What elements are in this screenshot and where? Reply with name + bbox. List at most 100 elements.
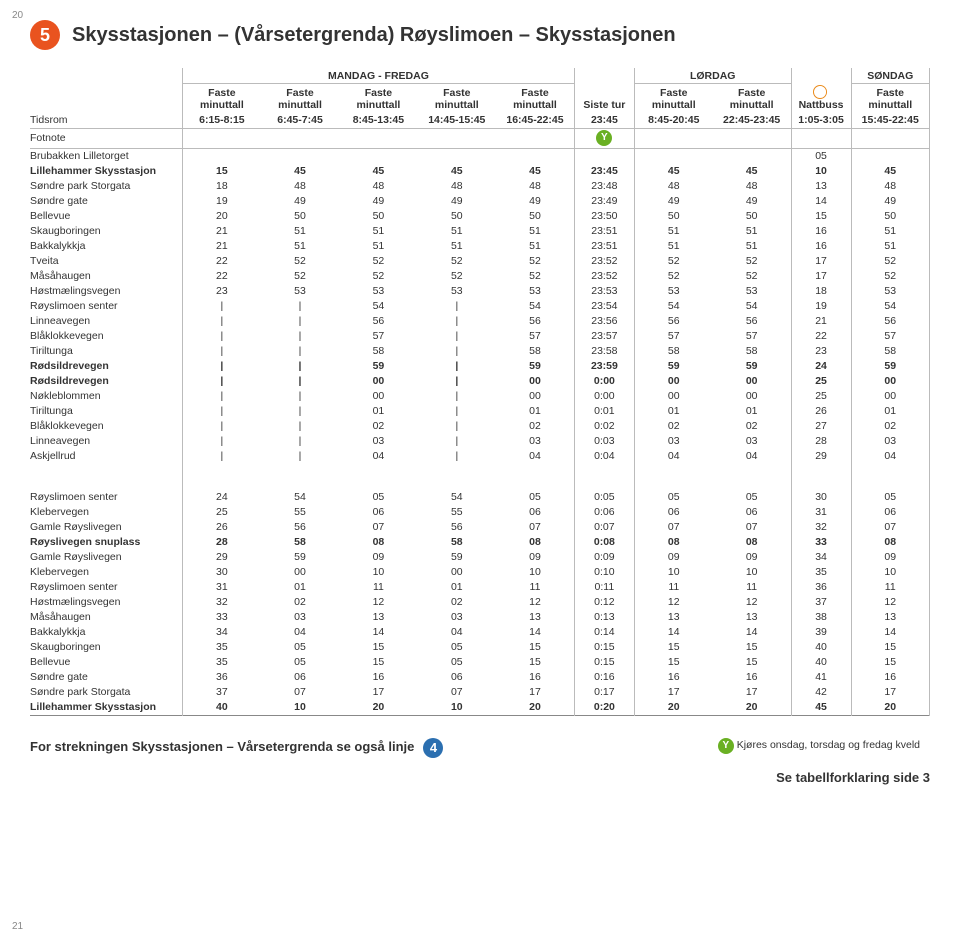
time-cell: 23:52 — [574, 254, 634, 269]
time-cell: 14 — [851, 625, 930, 640]
time-cell: 45 — [713, 164, 791, 179]
time-cell: 02 — [851, 419, 930, 434]
time-cell: 14 — [339, 625, 417, 640]
table-row: Søndre park Storgata37071707170:17171742… — [30, 685, 930, 700]
time-cell: 32 — [791, 520, 851, 535]
table-row: Rødsildrevegen||59|5923:5959592459 — [30, 359, 930, 374]
time-cell — [339, 148, 417, 164]
time-cell — [851, 148, 930, 164]
time-cell: 12 — [339, 595, 417, 610]
stop-name: Bakkalykkja — [30, 239, 182, 254]
time-cell: 56 — [496, 314, 574, 329]
time-cell: 52 — [339, 254, 417, 269]
time-cell: 45 — [851, 164, 930, 179]
stop-name: Blåklokkevegen — [30, 419, 182, 434]
time-cell: 17 — [851, 685, 930, 700]
time-cell: 41 — [791, 670, 851, 685]
time-cell: 20 — [339, 700, 417, 716]
time-cell: 13 — [851, 610, 930, 625]
time-cell: 53 — [339, 284, 417, 299]
time-cell: 49 — [851, 194, 930, 209]
time-cell: | — [182, 404, 260, 419]
time-cell: 0:09 — [574, 550, 634, 565]
time-cell: 15 — [791, 209, 851, 224]
time-cell: 15 — [851, 640, 930, 655]
time-cell: 50 — [418, 209, 496, 224]
table-row: Blåklokkevegen||57|5723:5757572257 — [30, 329, 930, 344]
timetable: MANDAG - FREDAG LØRDAG SØNDAG Faste minu… — [30, 68, 930, 716]
time-cell: 00 — [851, 389, 930, 404]
time-cell: 52 — [496, 254, 574, 269]
time-cell: 08 — [339, 535, 417, 550]
time-cell: 00 — [418, 565, 496, 580]
stop-name: Høstmælingsvegen — [30, 284, 182, 299]
time-cell: 27 — [791, 419, 851, 434]
time-cell: 13 — [496, 610, 574, 625]
time-cell: 52 — [339, 269, 417, 284]
table-row: Bakkalykkja34041404140:1414143914 — [30, 625, 930, 640]
time-cell: 15 — [634, 655, 712, 670]
table-row: Nøkleblommen||00|000:0000002500 — [30, 389, 930, 404]
time-cell: 52 — [851, 254, 930, 269]
time-cell: 02 — [713, 419, 791, 434]
time-cell: 45 — [634, 164, 712, 179]
time-cell: 23:53 — [574, 284, 634, 299]
subhead-faste: Faste minuttall — [418, 84, 496, 113]
time-cell: 21 — [182, 239, 260, 254]
time-cell: 00 — [713, 389, 791, 404]
time-cell: 06 — [634, 505, 712, 520]
stop-name: Askjellrud — [30, 449, 182, 464]
time-cell: 04 — [713, 449, 791, 464]
time-cell: 18 — [791, 284, 851, 299]
route-badge: 5 — [30, 20, 60, 50]
time-cell: 12 — [851, 595, 930, 610]
table-row: Rødsildrevegen||00|000:0000002500 — [30, 374, 930, 389]
fotnote-label: Fotnote — [30, 128, 182, 148]
time-cell: | — [261, 299, 339, 314]
time-cell: | — [261, 314, 339, 329]
time-cell: 10 — [713, 565, 791, 580]
stop-name: Søndre park Storgata — [30, 179, 182, 194]
time-cell: 09 — [851, 550, 930, 565]
time-cell: 48 — [418, 179, 496, 194]
time-cell: 51 — [851, 239, 930, 254]
stop-name: Høstmælingsvegen — [30, 595, 182, 610]
time-cell: 09 — [496, 550, 574, 565]
time-cell: 51 — [634, 239, 712, 254]
time-cell: 01 — [339, 404, 417, 419]
table-row: Bellevue35051505150:1515154015 — [30, 655, 930, 670]
stop-name: Brubakken Lilletorget — [30, 148, 182, 164]
time-cell: 03 — [851, 434, 930, 449]
tidsrom-cell: 1:05-3:05 — [791, 113, 851, 129]
time-cell: 56 — [261, 520, 339, 535]
route-header: 5 Skysstasjonen – (Vårsetergrenda) Røysl… — [30, 20, 930, 50]
tidsrom-row: Tidsrom 6:15-8:15 6:45-7:45 8:45-13:45 1… — [30, 113, 930, 129]
time-cell: 04 — [496, 449, 574, 464]
time-cell: | — [182, 299, 260, 314]
time-cell: 11 — [496, 580, 574, 595]
time-cell: 05 — [339, 490, 417, 505]
time-cell: 17 — [496, 685, 574, 700]
time-cell: 18 — [182, 179, 260, 194]
stop-name: Tiriltunga — [30, 404, 182, 419]
time-cell: 50 — [339, 209, 417, 224]
time-cell: 39 — [791, 625, 851, 640]
time-cell: 15 — [713, 655, 791, 670]
subhead-nattbuss: Nattbuss — [791, 84, 851, 113]
time-cell: 45 — [791, 700, 851, 716]
time-cell: 03 — [634, 434, 712, 449]
time-cell: 52 — [261, 269, 339, 284]
time-cell — [574, 148, 634, 164]
time-cell: 54 — [261, 490, 339, 505]
time-cell: 56 — [851, 314, 930, 329]
stop-name: Lillehammer Skysstasjon — [30, 700, 182, 716]
route-title: Skysstasjonen – (Vårsetergrenda) Røyslim… — [72, 24, 676, 47]
time-cell: 0:07 — [574, 520, 634, 535]
time-cell: 03 — [339, 434, 417, 449]
time-cell: 49 — [339, 194, 417, 209]
time-cell: 05 — [634, 490, 712, 505]
table-row: Skaugboringen35051505150:1515154015 — [30, 640, 930, 655]
time-cell: 24 — [791, 359, 851, 374]
time-cell: 01 — [496, 404, 574, 419]
time-cell: 20 — [496, 700, 574, 716]
